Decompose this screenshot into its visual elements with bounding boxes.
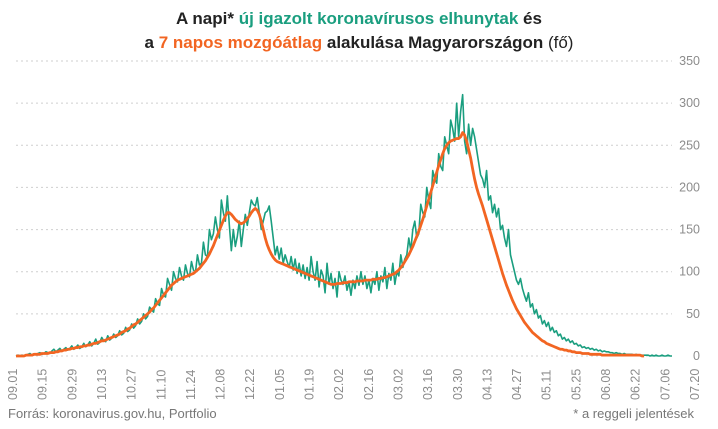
chart-title-line-1: A napi* új igazolt koronavírusos elhunyt…	[176, 9, 542, 28]
x-tick-label: 02.02	[332, 369, 346, 400]
x-tick-label: 11.24	[184, 370, 198, 400]
title-line2-unit: (fő)	[548, 33, 574, 52]
series-line-daily	[15, 93, 672, 357]
x-tick-label: 10.13	[95, 369, 109, 400]
x-tick-label: 04.13	[480, 369, 494, 400]
title-line1-suffix: és	[518, 9, 542, 28]
x-tick-label: 07.20	[688, 369, 702, 400]
series-layer	[15, 93, 672, 358]
x-tick-label: 03.16	[421, 369, 435, 400]
title-line1-prefix: A napi*	[176, 9, 239, 28]
source-note: Forrás: koronavirus.gov.hu, Portfolio	[8, 406, 217, 421]
series-line-moving-average	[16, 131, 645, 358]
x-tick-label: 03.02	[392, 369, 406, 400]
x-axis-ticks: 09.01 09.15 09.29 10.13 10.27 11.10 11.24 12.08…	[6, 369, 702, 400]
x-tick-label: 05.25	[569, 369, 583, 400]
y-tick-label: 100	[679, 265, 700, 279]
y-tick-label: 250	[679, 138, 700, 152]
y-tick-label: 350	[679, 54, 700, 68]
y-tick-label: 150	[679, 223, 700, 237]
x-tick-label: 05.11	[540, 370, 554, 400]
y-tick-label: 0	[693, 349, 700, 363]
x-tick-label: 02.16	[362, 369, 376, 400]
title-line2-suffix: alakulása Magyarországon	[322, 33, 548, 52]
x-tick-label: 01.05	[273, 369, 287, 400]
gridlines	[16, 60, 672, 357]
title-line2-prefix: a	[145, 33, 159, 52]
x-tick-label: 12.08	[214, 369, 228, 400]
y-tick-label: 50	[686, 307, 700, 321]
footnote: * a reggeli jelentések	[573, 406, 694, 421]
x-tick-label: 06.08	[599, 369, 613, 400]
x-tick-label: 12.22	[243, 369, 257, 400]
y-tick-label: 200	[679, 180, 700, 194]
x-tick-label: 06.22	[629, 369, 643, 400]
title-line1-highlight: új igazolt koronavírusos elhunytak	[239, 9, 519, 28]
x-tick-label: 01.19	[303, 369, 317, 400]
x-tick-label: 03.30	[451, 369, 465, 400]
chart-title-line-2: a 7 napos mozgóátlag alakulása Magyarors…	[145, 33, 574, 52]
y-tick-label: 300	[679, 96, 700, 110]
title-line2-highlight: 7 napos mozgóátlag	[159, 33, 322, 52]
x-tick-label: 09.01	[6, 369, 20, 400]
y-axis-ticks: 0 50 100 150 200 250 300 350	[679, 54, 700, 363]
x-tick-label: 10.27	[125, 369, 139, 400]
x-tick-label: 09.15	[36, 369, 50, 400]
x-tick-label: 04.27	[510, 369, 524, 400]
x-tick-label: 07.06	[658, 369, 672, 400]
x-tick-label: 11.10	[154, 370, 168, 400]
x-tick-label: 09.29	[65, 369, 79, 400]
